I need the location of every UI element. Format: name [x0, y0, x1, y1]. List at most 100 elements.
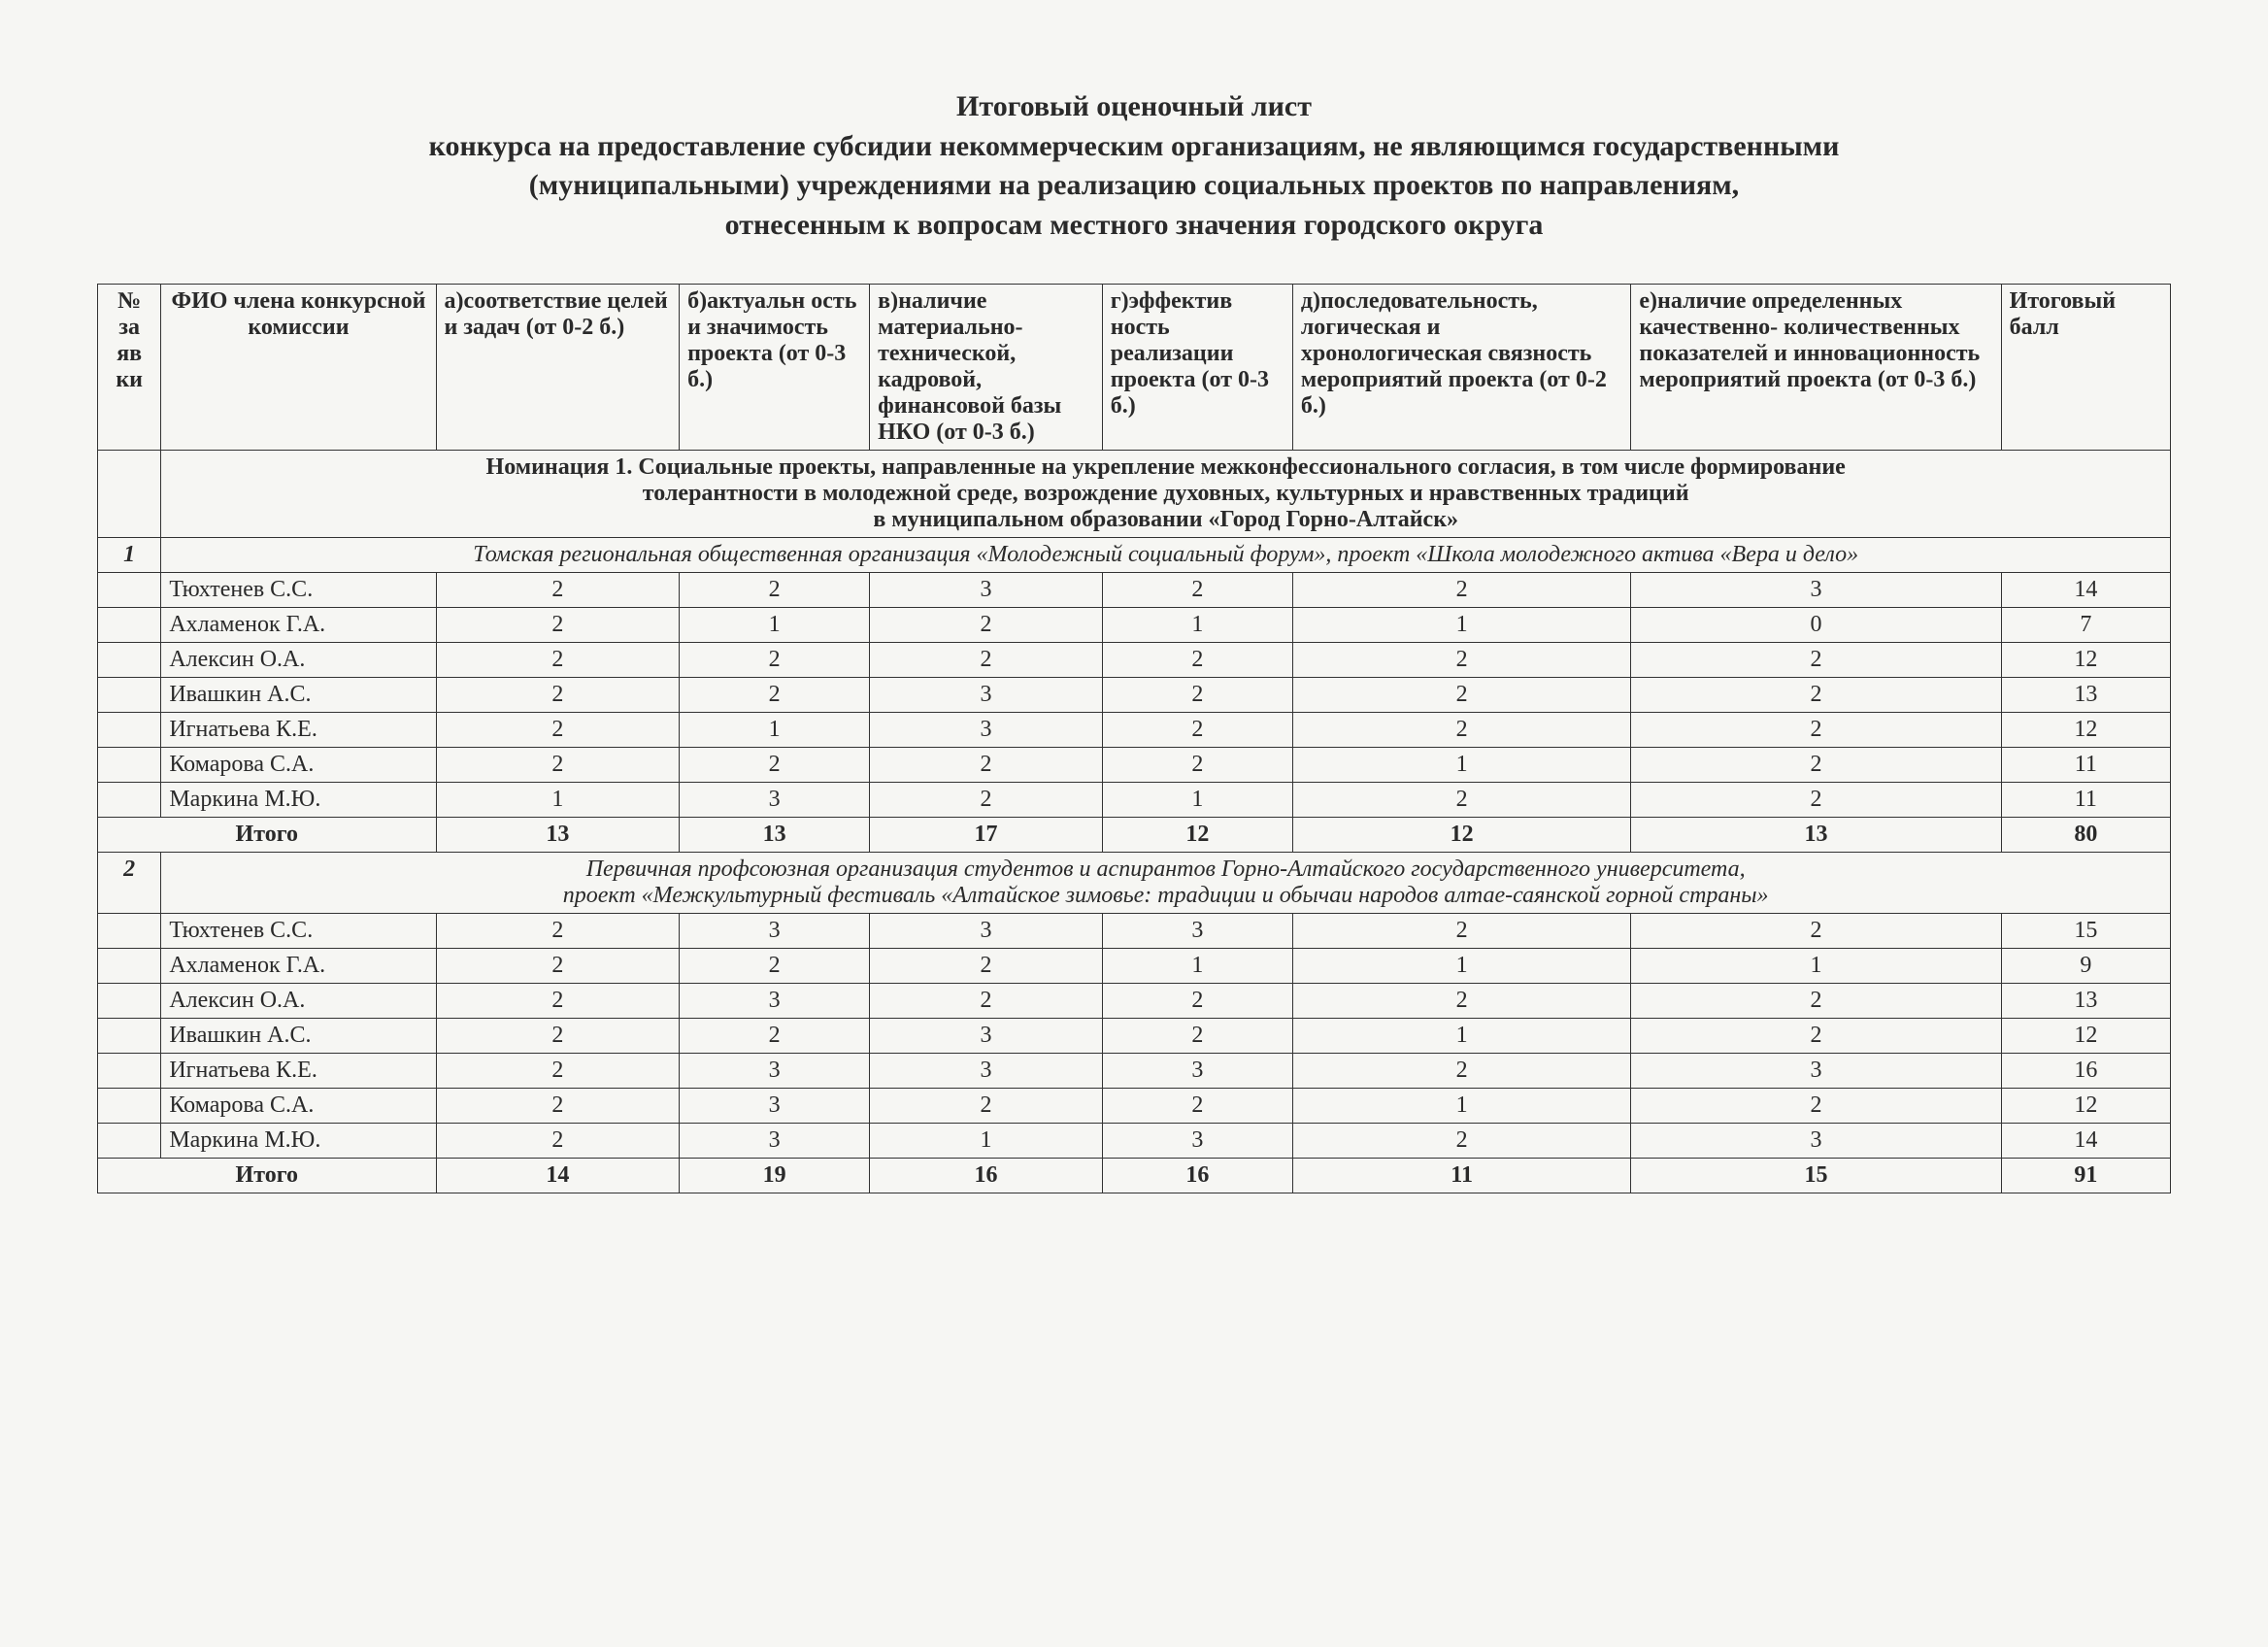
score-total: 12	[2001, 643, 2170, 678]
score-c: 3	[870, 1054, 1103, 1089]
member-name: Комарова С.А.	[161, 748, 436, 783]
score-f: 3	[1631, 1124, 2001, 1159]
score-total: 12	[2001, 1019, 2170, 1054]
score-a: 2	[436, 608, 680, 643]
table-row: Маркина М.Ю.23132314	[98, 1124, 2171, 1159]
sum-b: 19	[680, 1159, 870, 1193]
score-a: 2	[436, 678, 680, 713]
table-row: Комарова С.А.23221212	[98, 1089, 2171, 1124]
score-d: 1	[1102, 783, 1292, 818]
score-f: 3	[1631, 1054, 2001, 1089]
score-total: 14	[2001, 1124, 2170, 1159]
table-row: Ивашкин А.С.22322213	[98, 678, 2171, 713]
member-name: Ахламенок Г.А.	[161, 949, 436, 984]
score-d: 2	[1102, 1089, 1292, 1124]
blank-cell	[98, 608, 161, 643]
member-name: Ивашкин А.С.	[161, 1019, 436, 1054]
score-d: 3	[1102, 914, 1292, 949]
score-e: 2	[1292, 573, 1631, 608]
score-e: 1	[1292, 949, 1631, 984]
member-name: Маркина М.Ю.	[161, 1124, 436, 1159]
score-b: 2	[680, 678, 870, 713]
score-d: 3	[1102, 1054, 1292, 1089]
blank-cell	[98, 643, 161, 678]
score-c: 2	[870, 748, 1103, 783]
col-header-total: Итоговый балл	[2001, 285, 2170, 451]
score-b: 2	[680, 1019, 870, 1054]
score-a: 1	[436, 783, 680, 818]
score-f: 2	[1631, 1019, 2001, 1054]
score-c: 2	[870, 608, 1103, 643]
sum-e: 12	[1292, 818, 1631, 853]
sum-a: 14	[436, 1159, 680, 1193]
score-b: 2	[680, 748, 870, 783]
score-f: 2	[1631, 1089, 2001, 1124]
score-d: 1	[1102, 949, 1292, 984]
member-name: Алексин О.А.	[161, 643, 436, 678]
score-e: 1	[1292, 748, 1631, 783]
sum-b: 13	[680, 818, 870, 853]
score-a: 2	[436, 984, 680, 1019]
score-a: 2	[436, 914, 680, 949]
score-e: 2	[1292, 678, 1631, 713]
score-e: 1	[1292, 1019, 1631, 1054]
entry-number: 2	[98, 853, 161, 914]
score-c: 3	[870, 914, 1103, 949]
title-line-1: Итоговый оценочный лист	[97, 87, 2171, 127]
score-f: 1	[1631, 949, 2001, 984]
score-b: 3	[680, 1089, 870, 1124]
score-total: 12	[2001, 1089, 2170, 1124]
score-c: 2	[870, 643, 1103, 678]
score-total: 13	[2001, 678, 2170, 713]
score-c: 2	[870, 984, 1103, 1019]
blank-cell	[98, 573, 161, 608]
member-name: Комарова С.А.	[161, 1089, 436, 1124]
blank-cell	[98, 1019, 161, 1054]
title-line-4: отнесенным к вопросам местного значения …	[97, 206, 2171, 246]
score-f: 2	[1631, 984, 2001, 1019]
title-line-2: конкурса на предоставление субсидии неко…	[97, 127, 2171, 167]
table-row: Ахламенок Г.А.2221119	[98, 949, 2171, 984]
table-row: Тюхтенев С.С.23332215	[98, 914, 2171, 949]
col-header-f: е)наличие определенных качественно- коли…	[1631, 285, 2001, 451]
blank-cell	[98, 1054, 161, 1089]
page: Итоговый оценочный лист конкурса на пред…	[0, 0, 2268, 1647]
score-f: 2	[1631, 914, 2001, 949]
col-header-num: № за яв ки	[98, 285, 161, 451]
blank-cell	[98, 914, 161, 949]
blank-cell	[98, 984, 161, 1019]
member-name: Маркина М.Ю.	[161, 783, 436, 818]
score-a: 2	[436, 748, 680, 783]
score-c: 2	[870, 949, 1103, 984]
member-name: Ахламенок Г.А.	[161, 608, 436, 643]
sum-f: 13	[1631, 818, 2001, 853]
score-f: 0	[1631, 608, 2001, 643]
score-d: 2	[1102, 643, 1292, 678]
entry-number: 1	[98, 538, 161, 573]
table-row: Маркина М.Ю.13212211	[98, 783, 2171, 818]
sum-total: 91	[2001, 1159, 2170, 1193]
score-d: 2	[1102, 748, 1292, 783]
score-e: 1	[1292, 1089, 1631, 1124]
score-a: 2	[436, 949, 680, 984]
sum-label: Итого	[98, 1159, 437, 1193]
score-d: 2	[1102, 713, 1292, 748]
score-a: 2	[436, 573, 680, 608]
score-e: 2	[1292, 713, 1631, 748]
score-c: 2	[870, 1089, 1103, 1124]
score-b: 2	[680, 949, 870, 984]
score-a: 2	[436, 1019, 680, 1054]
member-name: Игнатьева К.Е.	[161, 713, 436, 748]
score-b: 3	[680, 783, 870, 818]
score-d: 2	[1102, 678, 1292, 713]
nomination-row: Номинация 1. Социальные проекты, направл…	[98, 451, 2171, 538]
score-d: 2	[1102, 573, 1292, 608]
score-b: 3	[680, 984, 870, 1019]
project-title: Первичная профсоюзная организация студен…	[161, 853, 2171, 914]
score-e: 2	[1292, 914, 1631, 949]
sum-total: 80	[2001, 818, 2170, 853]
score-c: 3	[870, 713, 1103, 748]
score-total: 12	[2001, 713, 2170, 748]
col-header-fio: ФИО члена конкурсной комиссии	[161, 285, 436, 451]
score-f: 2	[1631, 643, 2001, 678]
